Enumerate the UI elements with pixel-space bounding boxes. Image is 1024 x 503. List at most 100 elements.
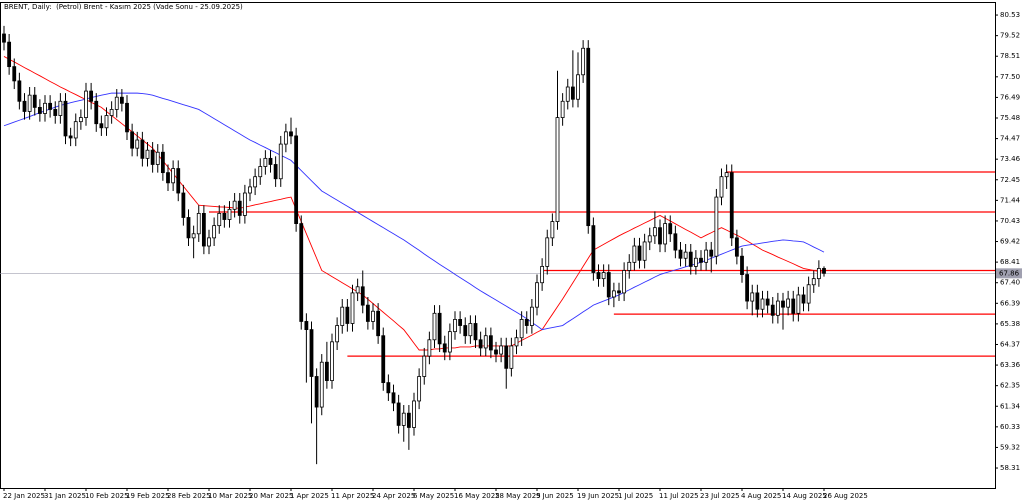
candle-body [299,223,304,322]
candle-body [509,345,514,369]
candle-body [324,361,329,381]
candle-body [437,312,442,345]
y-tick-label: 79.52 [1000,32,1020,40]
candle-body [499,345,504,355]
candle-body [770,304,775,316]
x-tick-label: 1 Apr 2025 [290,492,329,500]
y-tick-label: 80.53 [1000,11,1020,19]
y-tick-label: 58.31 [1000,464,1020,472]
candle-body [591,225,596,273]
candle-body [140,139,145,159]
candle-body [109,109,114,116]
candle-body [314,376,319,408]
candle-body [781,300,785,308]
candle-body [289,131,293,137]
candle-body [278,143,283,180]
candle-body [125,102,129,133]
y-tick-label: 61.34 [1000,402,1021,410]
candle-body [447,331,452,353]
candle-body [683,251,688,259]
candle-body [596,272,601,280]
candle-body [652,227,657,237]
y-tick-label: 63.36 [1000,361,1021,369]
y-tick-label: 65.38 [1000,320,1020,328]
candle-body [268,157,273,165]
candle-body [181,192,186,218]
candle-body [222,213,227,220]
candle-body [658,227,662,245]
candle-body [63,100,68,137]
candle-body [822,268,826,274]
candle-body [663,223,668,245]
candle-body [53,109,58,116]
candle-body [201,213,206,247]
y-tick-label: 77.50 [1000,73,1020,81]
candle-body [586,47,591,227]
candle-body [775,300,780,316]
candle-body [27,94,32,112]
y-tick-label: 78.51 [1000,52,1020,60]
x-tick-label: 31 Jan 2025 [44,492,86,500]
candle-body [422,355,427,377]
candle-body [570,86,575,100]
candle-body [258,166,263,178]
candle-body [217,213,222,227]
candle-body [488,335,493,351]
candle-body [791,298,796,314]
x-tick-label: 14 Aug 2025 [782,492,827,500]
candle-body [335,325,340,343]
candle-body [294,135,299,224]
candle-body [576,74,580,100]
candle-body [176,168,181,194]
candle-body [376,310,381,337]
candle-body [365,304,370,322]
y-tick-label: 75.48 [1000,114,1020,122]
candle-body [606,272,611,298]
candle-body [463,325,468,337]
candle-body [760,298,765,310]
moving-average [3,56,825,351]
candle-body [104,115,109,129]
candle-body [309,329,314,377]
candle-body [330,341,334,381]
candle-body [755,292,760,310]
y-tick-label: 60.33 [1000,423,1020,431]
candle-body [514,337,519,347]
x-tick-label: 10 Feb 2025 [85,492,129,500]
candle-body [637,245,642,261]
candle-body [806,284,811,304]
x-tick-label: 19 Jun 2025 [577,492,619,500]
candle-body [617,290,621,294]
candle-body [196,213,201,235]
x-tick-label: 16 May 2025 [454,492,500,500]
candle-body [12,66,17,82]
candle-body [227,208,232,220]
candle-body [119,96,124,104]
candle-body [668,223,673,235]
candle-body [816,268,821,280]
candle-body [417,376,422,402]
x-tick-label: 22 Jan 2025 [3,492,45,500]
candle-body [432,312,437,341]
candle-body [94,100,99,125]
candle-body [750,292,755,302]
candle-body [263,157,268,167]
candle-body [478,339,483,349]
x-tick-label: 28 Feb 2025 [167,492,211,500]
candle-body [632,245,637,263]
candle-body [43,102,47,114]
y-tick-label: 69.42 [1000,238,1020,246]
y-tick-label: 66.39 [1000,299,1020,307]
candle-body [765,298,770,306]
candle-body [535,282,539,308]
candle-body [248,186,252,194]
x-tick-label: 28 May 2025 [495,492,541,500]
candle-body [99,123,104,129]
candle-body [581,47,586,76]
x-tick-label: 1 Jul 2025 [618,492,653,500]
candle-body [207,237,211,247]
y-tick-label: 59.32 [1000,443,1020,451]
candle-body [130,131,135,149]
candle-body [166,172,170,184]
